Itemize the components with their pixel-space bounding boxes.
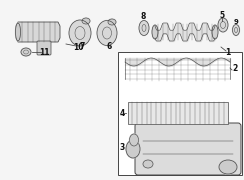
Polygon shape	[16, 22, 60, 42]
Bar	[118, 52, 242, 175]
Text: 9: 9	[234, 19, 238, 25]
Ellipse shape	[16, 23, 20, 41]
Ellipse shape	[233, 24, 240, 35]
Ellipse shape	[108, 19, 116, 25]
Text: 10: 10	[73, 42, 83, 51]
Text: 6: 6	[106, 42, 112, 51]
Ellipse shape	[82, 18, 90, 24]
Ellipse shape	[69, 20, 91, 46]
Ellipse shape	[21, 48, 31, 56]
FancyBboxPatch shape	[135, 123, 241, 175]
Ellipse shape	[97, 21, 117, 46]
FancyBboxPatch shape	[37, 41, 51, 55]
Bar	[128, 102, 228, 124]
Text: 8: 8	[140, 12, 146, 21]
Text: 7: 7	[79, 42, 85, 51]
Ellipse shape	[218, 18, 228, 32]
Ellipse shape	[219, 160, 237, 174]
Text: 2: 2	[232, 64, 238, 73]
Text: 11: 11	[39, 48, 49, 57]
Ellipse shape	[130, 134, 139, 146]
Ellipse shape	[139, 21, 149, 35]
Text: 4: 4	[119, 109, 125, 118]
Text: 3: 3	[119, 143, 125, 152]
Ellipse shape	[126, 140, 140, 158]
Ellipse shape	[152, 25, 158, 39]
Text: 5: 5	[219, 10, 224, 19]
Ellipse shape	[212, 25, 218, 39]
Ellipse shape	[143, 160, 153, 168]
Text: 1: 1	[225, 48, 231, 57]
